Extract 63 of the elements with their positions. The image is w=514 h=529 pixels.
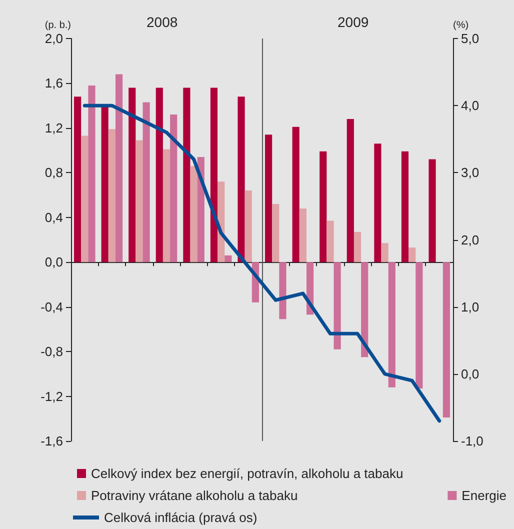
bar	[190, 166, 198, 262]
bar	[442, 262, 450, 418]
bar	[210, 88, 218, 262]
y2-tick-label: 0,0	[461, 366, 480, 382]
bar	[81, 136, 88, 262]
y-tick-label: -1,6	[40, 434, 63, 448]
bar	[428, 159, 436, 262]
bar	[101, 106, 108, 262]
bar	[156, 88, 163, 262]
legend-label: Celková inflácia (pravá os)	[104, 510, 258, 525]
bar	[265, 134, 272, 262]
bar	[279, 262, 286, 320]
bar	[401, 151, 409, 262]
y-tick-label: -0,4	[40, 299, 63, 314]
y2-tick-label: 4,0	[461, 98, 480, 114]
bar	[162, 149, 170, 262]
bar	[108, 129, 116, 262]
text: 2009	[338, 14, 369, 30]
legend-label: Celkový index bez energií, potravín, alkoholu a tabaku	[91, 466, 404, 481]
y-tick-label: -1,2	[40, 388, 63, 404]
line-series	[82, 104, 442, 423]
bar	[408, 248, 416, 262]
y-tick-label: 0,8	[44, 165, 63, 180]
bar	[136, 140, 143, 262]
bar	[142, 102, 150, 262]
y-tick-label: -0,8	[40, 344, 63, 360]
y-tick-label: 0,0	[44, 254, 63, 270]
bar	[299, 208, 306, 262]
legend-label: Energie	[462, 488, 506, 503]
y-tick-label: 0,4	[44, 210, 63, 225]
bar	[388, 262, 396, 388]
bar	[183, 88, 190, 262]
y-tick-label: 1,6	[44, 76, 63, 91]
y2-axis-title: (%)	[453, 20, 469, 31]
bar	[115, 74, 123, 262]
y2-tick-label: 3,0	[461, 165, 480, 180]
bar	[361, 262, 368, 358]
bar	[354, 232, 362, 262]
bar	[326, 220, 334, 262]
bar	[170, 114, 178, 262]
legend-label: Potraviny vrátane alkoholu a tabaku	[91, 488, 298, 503]
y-axis-title: (p. b.)	[44, 20, 71, 31]
bar	[381, 243, 388, 262]
y2-tick-label: 5,0	[461, 31, 480, 46]
bar	[416, 262, 423, 388]
bar	[320, 151, 327, 262]
bar	[292, 126, 300, 262]
y2-tick-label: 2,0	[461, 232, 480, 248]
y2-tick-label: -1,0	[461, 434, 484, 448]
bar	[224, 255, 232, 262]
bar	[88, 85, 96, 262]
bar	[244, 190, 252, 262]
bar	[128, 88, 136, 262]
bar	[346, 119, 354, 262]
bar	[238, 96, 245, 262]
y-tick-label: 2,0	[44, 31, 63, 46]
bar	[74, 96, 82, 262]
bar	[272, 204, 280, 262]
bar	[334, 262, 341, 350]
text: 2008	[146, 14, 178, 30]
y2-tick-label: 1,0	[461, 299, 480, 314]
y-tick-label: 1,2	[44, 120, 63, 136]
bar	[374, 144, 382, 262]
